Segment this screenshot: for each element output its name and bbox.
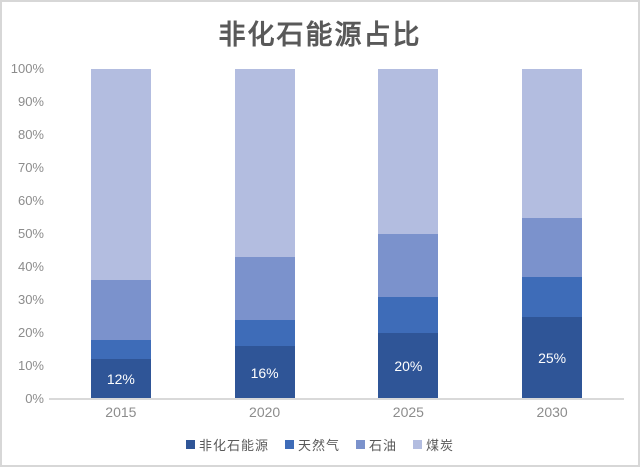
bar-2030: 25% [522,69,583,399]
y-axis-tick-label: 30% [17,292,44,307]
bar-2025: 20% [378,69,439,399]
data-label: 12% [106,371,135,388]
legend-item-非化石能源: 非化石能源 [185,435,269,454]
legend-swatch-icon [413,440,423,449]
x-axis-line [49,398,624,400]
y-axis-tick-label: 80% [17,127,44,142]
bar-segment-天然气 [234,319,295,347]
data-label: 25% [538,349,567,366]
bar-2020: 16% [234,69,295,399]
bar-segment-天然气 [522,276,583,317]
y-axis-tick-label: 40% [17,259,44,274]
legend-item-石油: 石油 [356,435,397,454]
bar-segment-天然气 [378,296,439,333]
x-axis-tick-label: 2020 [249,404,281,420]
bar-2015: 12% [90,69,151,399]
bar-segment-非化石能源: 12% [90,359,151,399]
y-axis-tick-label: 60% [17,193,44,208]
y-axis-tick-label: 10% [17,358,44,373]
legend-item-煤炭: 煤炭 [413,435,454,454]
bar-segment-非化石能源: 16% [234,346,295,399]
bar-segment-天然气 [90,339,151,360]
y-axis-tick-label: 0% [25,391,44,406]
data-label: 20% [394,358,423,374]
y-axis-tick-label: 20% [17,325,44,340]
plot-area: 12% 16% 20% 25% [49,69,624,399]
x-axis-tick-label: 2025 [392,404,424,420]
bar-segment-煤炭 [378,69,439,235]
y-axis-tick-label: 50% [17,226,44,241]
bar-segment-非化石能源: 25% [522,316,583,399]
bar-segment-煤炭 [522,69,583,218]
x-axis-tick-label: 2030 [536,404,568,420]
legend-item-天然气: 天然气 [284,435,340,454]
x-axis-tick-label: 2015 [105,404,137,420]
legend-swatch-icon [284,440,294,449]
bar-segment-石油 [234,257,295,320]
bar-segment-石油 [378,234,439,297]
legend-label: 天然气 [297,438,340,453]
bar-segment-石油 [522,217,583,277]
bar-segment-煤炭 [90,69,151,281]
legend-label: 非化石能源 [198,438,269,453]
bar-segment-非化石能源: 20% [378,333,439,399]
legend: 非化石能源 天然气 石油 煤炭 [2,435,638,454]
y-axis-tick-label: 70% [17,160,44,175]
legend-label: 煤炭 [426,438,455,453]
legend-swatch-icon [185,440,195,449]
data-label: 16% [250,364,279,381]
y-axis-tick-label: 100% [10,61,44,76]
chart-title: 非化石能源占比 [218,20,422,50]
bar-segment-煤炭 [234,69,295,258]
bar-segment-石油 [90,280,151,340]
legend-swatch-icon [356,440,365,449]
legend-label: 石油 [369,438,398,453]
y-axis-tick-label: 90% [17,94,44,109]
